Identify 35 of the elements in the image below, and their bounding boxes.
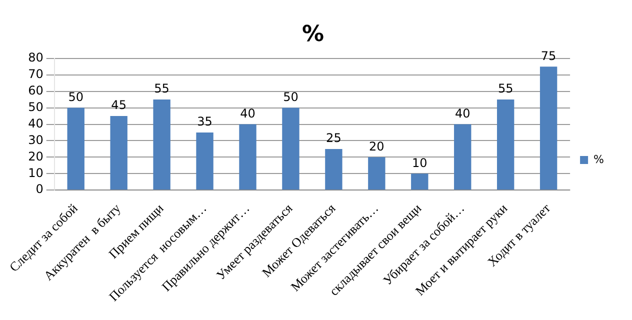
data-label: 75: [540, 48, 556, 63]
data-label: 40: [240, 106, 256, 120]
y-tick-label: 40: [28, 116, 44, 130]
y-tick-label: 20: [28, 149, 44, 164]
y-tick-label: 70: [28, 66, 44, 81]
bar: [454, 124, 472, 190]
bar: [196, 132, 214, 190]
chart-title: %: [302, 22, 324, 47]
bar: [325, 148, 342, 190]
bar: [540, 66, 558, 190]
data-label: 50: [68, 90, 84, 104]
y-tick-label: 30: [28, 132, 44, 147]
y-tick-label: 0: [36, 182, 44, 196]
legend-label: %: [594, 152, 604, 166]
bar: [153, 100, 170, 190]
bar: [496, 100, 514, 190]
data-label: 45: [111, 98, 126, 112]
data-label: 40: [454, 106, 470, 120]
data-label: 10: [412, 156, 428, 170]
y-tick-label: 50: [28, 100, 44, 114]
bar: [67, 108, 84, 190]
bar: [368, 157, 386, 190]
data-label: 35: [197, 114, 212, 129]
data-label: 55: [154, 82, 170, 96]
bar: [282, 108, 300, 190]
data-label: 55: [498, 82, 514, 96]
data-label: 50: [283, 90, 298, 104]
y-tick-label: 10: [28, 166, 44, 180]
data-label: 25: [326, 131, 342, 146]
data-label: 20: [369, 139, 384, 154]
y-tick-label: 80: [28, 50, 44, 65]
bar: [411, 174, 428, 190]
bar: [239, 124, 256, 190]
bar: [110, 116, 128, 190]
y-tick-label: 60: [28, 83, 44, 98]
